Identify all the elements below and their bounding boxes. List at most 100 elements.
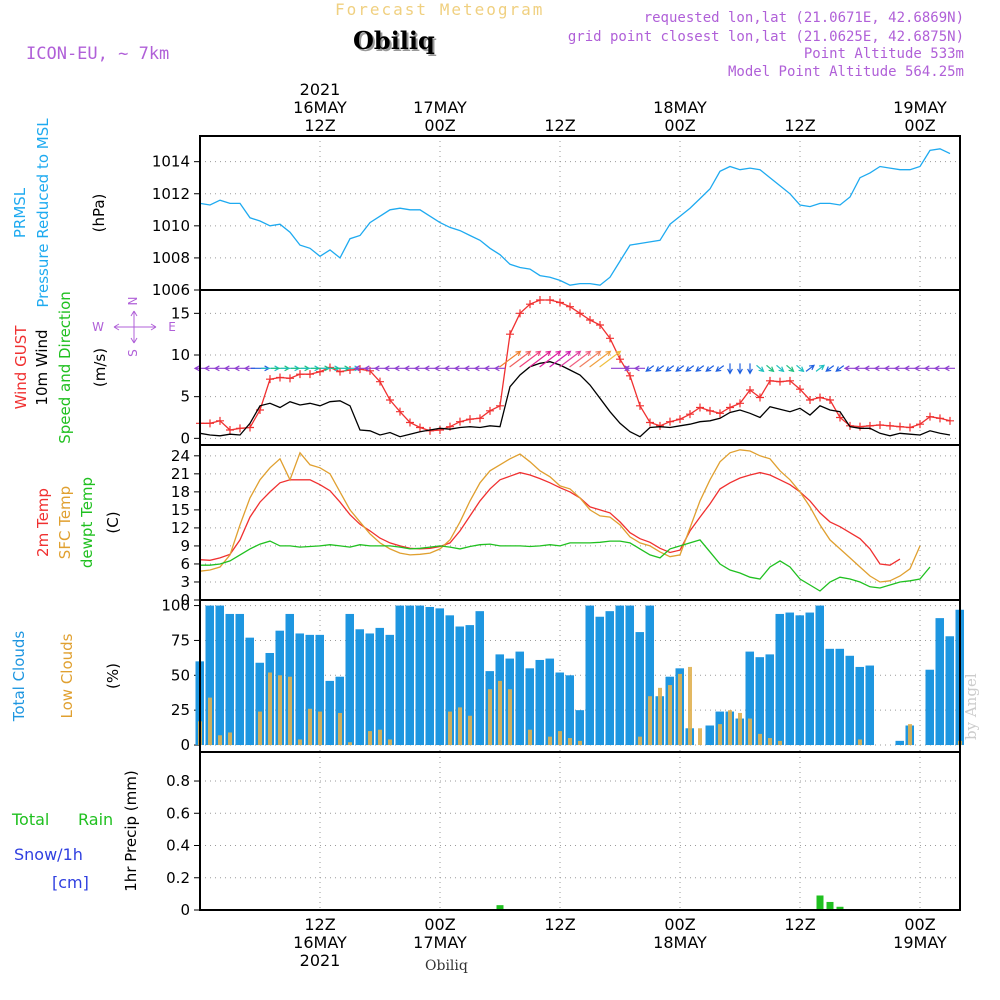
rain-bar: [496, 905, 504, 910]
gust-point: [816, 393, 824, 402]
wind-arrow: [853, 365, 865, 372]
gust-point: [396, 407, 404, 416]
gust-point: [416, 423, 424, 432]
gust-point: [916, 420, 924, 429]
total-cloud-bar: [515, 651, 524, 746]
wind-arrow: [623, 365, 635, 372]
wind-arrow: [509, 350, 532, 368]
station-name: Obiliq: [353, 26, 435, 55]
total-cloud-bar: [755, 657, 764, 746]
total-cloud-bar: [855, 666, 864, 746]
y-tick-label: 21: [171, 465, 190, 483]
wind-arrow: [559, 350, 582, 368]
low-cloud-bar: [728, 710, 732, 746]
bottom-time-label: 19MAY: [893, 933, 947, 952]
total-cloud-bar: [765, 654, 774, 746]
precip-label-cm: [cm]: [52, 873, 89, 892]
model-point-altitude: Model Point Altitude 564.25m: [727, 64, 964, 80]
y-tick-label: 0: [180, 591, 190, 609]
gust-point: [386, 396, 394, 404]
y-tick-label: 24: [171, 447, 190, 465]
gust-point: [206, 419, 214, 428]
gust-point: [686, 410, 694, 419]
total-cloud-bar: [705, 725, 714, 746]
low-cloud-bar: [338, 712, 342, 746]
low-cloud-bar: [688, 666, 692, 746]
total-cloud-bar: [395, 605, 404, 746]
low-cloud-bar: [858, 739, 862, 746]
gust-point: [606, 334, 614, 343]
gust-point: [666, 417, 674, 426]
gust-point: [806, 396, 814, 404]
gust-point: [536, 296, 544, 304]
y-tick-label: 5: [180, 388, 190, 406]
compass-w: W: [92, 320, 104, 334]
wind-arrow: [727, 363, 733, 375]
y-tick-label: 9: [180, 537, 190, 555]
total-cloud-bar: [785, 612, 794, 746]
gust-point: [566, 302, 574, 311]
rain-bar: [836, 906, 844, 910]
wind-arrow: [433, 365, 445, 372]
wind-arrow: [835, 365, 845, 372]
low-cloud-bar: [558, 731, 562, 746]
wind-arrow: [223, 365, 235, 372]
gust-point: [896, 422, 904, 431]
bottom-time-label: 00Z: [904, 915, 935, 934]
top-time-label: 16MAY: [293, 98, 347, 117]
y-tick-label: 50: [171, 666, 190, 684]
y-tick-label: 0.8: [166, 772, 190, 790]
low-cloud-bar: [748, 718, 752, 746]
total-cloud-bar: [825, 648, 834, 746]
wind-arrow: [943, 365, 955, 372]
total-cloud-bar: [605, 611, 614, 746]
panel-label: (m/s): [91, 348, 109, 387]
total-cloud-bar: [625, 605, 634, 746]
series-line-wind-gust: [200, 299, 951, 432]
precip-label-total: Total: [11, 810, 49, 829]
total-cloud-bar: [565, 675, 574, 746]
wind-arrow: [863, 365, 875, 372]
wind-panel: 0 5 10 15 Wind GUST 10m Wind Speed and Directi…: [12, 289, 961, 447]
low-cloud-bar: [278, 675, 282, 746]
wind-arrow: [675, 365, 685, 372]
y-tick-label: 10: [171, 346, 190, 364]
y-tick-label: 0: [180, 429, 190, 447]
wind-arrow: [599, 350, 622, 368]
gust-point: [926, 412, 934, 421]
low-cloud-bar: [698, 728, 702, 746]
low-cloud-bar: [228, 732, 232, 746]
gust-point: [266, 375, 274, 384]
model-name: ICON-EU, ~ 7km: [26, 44, 170, 64]
gust-point: [286, 374, 294, 383]
series-line-prmsl: [199, 148, 951, 286]
total-cloud-bar: [345, 613, 354, 746]
gust-point: [706, 406, 714, 415]
panel-label: 10m Wind: [33, 329, 51, 405]
panel-label: Speed and Direction: [56, 291, 74, 444]
panel-label: (C): [104, 511, 122, 533]
y-tick-label: 3: [180, 573, 190, 591]
gust-point: [496, 401, 504, 410]
low-cloud-bar: [578, 740, 582, 746]
wind-arrow: [747, 363, 753, 375]
panel-label: Total Clouds: [10, 631, 28, 723]
gust-point: [586, 316, 594, 324]
total-cloud-bar: [475, 611, 484, 746]
footer-station: Obiliq: [425, 958, 468, 974]
wind-arrow: [353, 365, 365, 372]
bottom-time-label: 18MAY: [653, 933, 707, 952]
wind-arrow: [393, 365, 405, 372]
wind-arrow: [815, 364, 826, 372]
low-cloud-bar: [388, 739, 392, 746]
gust-point: [376, 377, 384, 386]
total-cloud-bar: [425, 606, 434, 746]
gust-point: [626, 371, 634, 380]
gust-point: [546, 296, 554, 304]
top-time-label: 18MAY: [653, 98, 707, 117]
wind-arrow: [655, 365, 665, 372]
total-cloud-bar: [635, 632, 644, 746]
low-cloud-bar: [318, 711, 322, 746]
wind-arrow: [737, 363, 743, 375]
wind-arrow: [569, 350, 592, 368]
